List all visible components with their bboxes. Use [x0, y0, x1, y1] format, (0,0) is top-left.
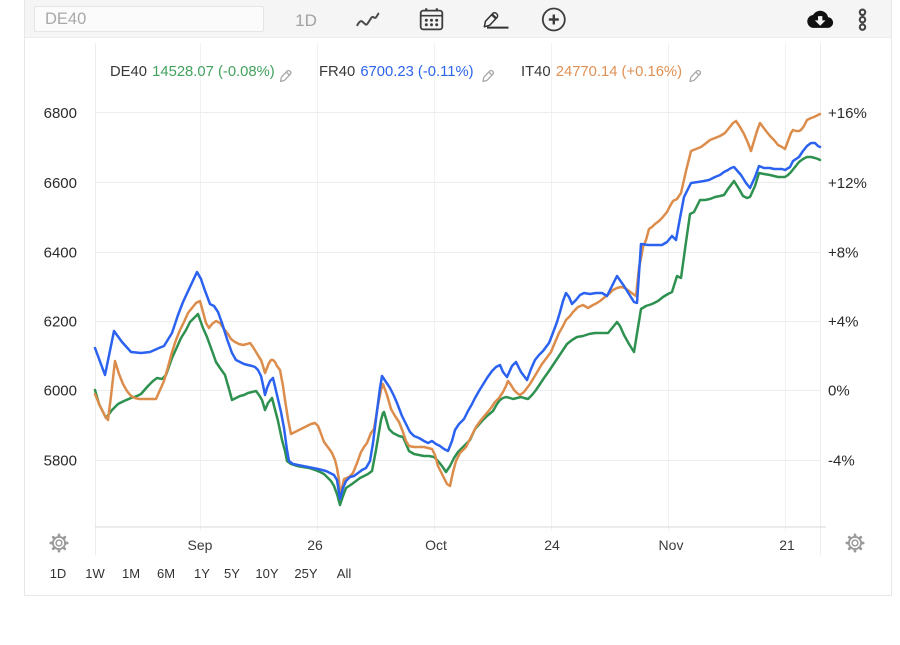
svg-text:6600: 6600 [44, 175, 77, 192]
svg-text:Oct: Oct [425, 537, 447, 553]
svg-text:6200: 6200 [44, 314, 77, 331]
svg-text:+8%: +8% [828, 245, 858, 262]
svg-text:Nov: Nov [659, 537, 684, 553]
svg-text:+16%: +16% [828, 105, 867, 122]
svg-text:6000: 6000 [44, 383, 77, 400]
svg-text:26: 26 [307, 537, 323, 553]
svg-text:6800: 6800 [44, 105, 77, 122]
svg-text:21: 21 [779, 537, 795, 553]
svg-text:5800: 5800 [44, 453, 77, 470]
svg-text:6400: 6400 [44, 245, 77, 262]
svg-text:Sep: Sep [188, 537, 213, 553]
svg-text:+12%: +12% [828, 175, 867, 192]
svg-text:-4%: -4% [828, 453, 855, 470]
svg-text:24: 24 [544, 537, 560, 553]
svg-text:+4%: +4% [828, 314, 858, 331]
svg-text:0%: 0% [828, 383, 850, 400]
